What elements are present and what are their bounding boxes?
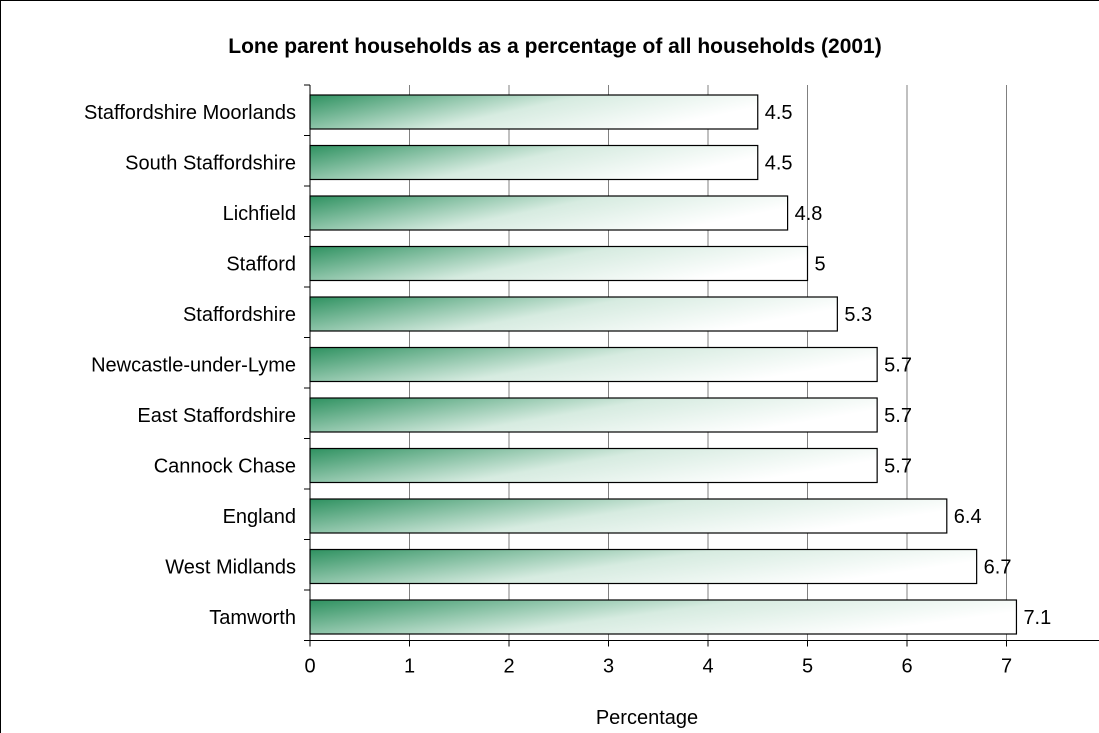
- category-label: Stafford: [226, 254, 296, 276]
- x-tick-label: 2: [503, 656, 514, 678]
- data-label: 7.1: [1023, 607, 1051, 629]
- data-label: 5.7: [884, 456, 912, 478]
- labels: Staffordshire Moorlands 4.5 South Stafford…: [84, 102, 1051, 678]
- bar-7: [309, 447, 878, 484]
- bar-2: [309, 195, 789, 231]
- bar-8: [309, 498, 948, 534]
- data-label: 6.4: [954, 506, 982, 528]
- x-tick-label: 3: [603, 656, 614, 678]
- category-label: England: [223, 506, 296, 528]
- x-tick-label: 1: [404, 656, 415, 678]
- x-tick-label: 5: [802, 656, 813, 678]
- bar-1: [309, 144, 759, 181]
- category-label: Cannock Chase: [154, 456, 296, 478]
- data-label: 4.5: [765, 102, 793, 124]
- bar-10: [309, 599, 1018, 635]
- chart-title: Lone parent households as a percentage o…: [228, 35, 881, 58]
- x-axis-label: Percentage: [596, 707, 698, 729]
- data-label: 5.7: [884, 355, 912, 377]
- x-tick-label: 4: [702, 656, 713, 678]
- bar-5: [309, 346, 878, 383]
- bars: [309, 94, 1018, 635]
- data-label: 4.5: [765, 153, 793, 175]
- category-label: Staffordshire: [183, 304, 296, 326]
- category-label: East Staffordshire: [137, 405, 296, 427]
- axes: [304, 84, 1099, 647]
- category-label: West Midlands: [165, 557, 296, 579]
- category-label: Newcastle-under-Lyme: [91, 355, 296, 377]
- data-label: 5: [815, 254, 826, 276]
- data-label: 5.7: [884, 405, 912, 427]
- bar-3: [309, 245, 809, 282]
- category-label: South Staffordshire: [125, 153, 296, 175]
- category-label: Lichfield: [223, 203, 296, 225]
- bar-6: [309, 397, 878, 433]
- bar-0: [309, 94, 759, 130]
- x-tick-label: 0: [304, 656, 315, 678]
- bar-4: [309, 296, 838, 332]
- data-label: 5.3: [844, 304, 872, 326]
- category-label: Staffordshire Moorlands: [84, 102, 296, 124]
- x-tick-label: 7: [1001, 656, 1012, 678]
- data-label: 6.7: [984, 557, 1012, 579]
- data-label: 4.8: [795, 203, 823, 225]
- x-tick-label: 6: [901, 656, 912, 678]
- category-label: Tamworth: [209, 607, 296, 629]
- bar-9: [309, 548, 978, 585]
